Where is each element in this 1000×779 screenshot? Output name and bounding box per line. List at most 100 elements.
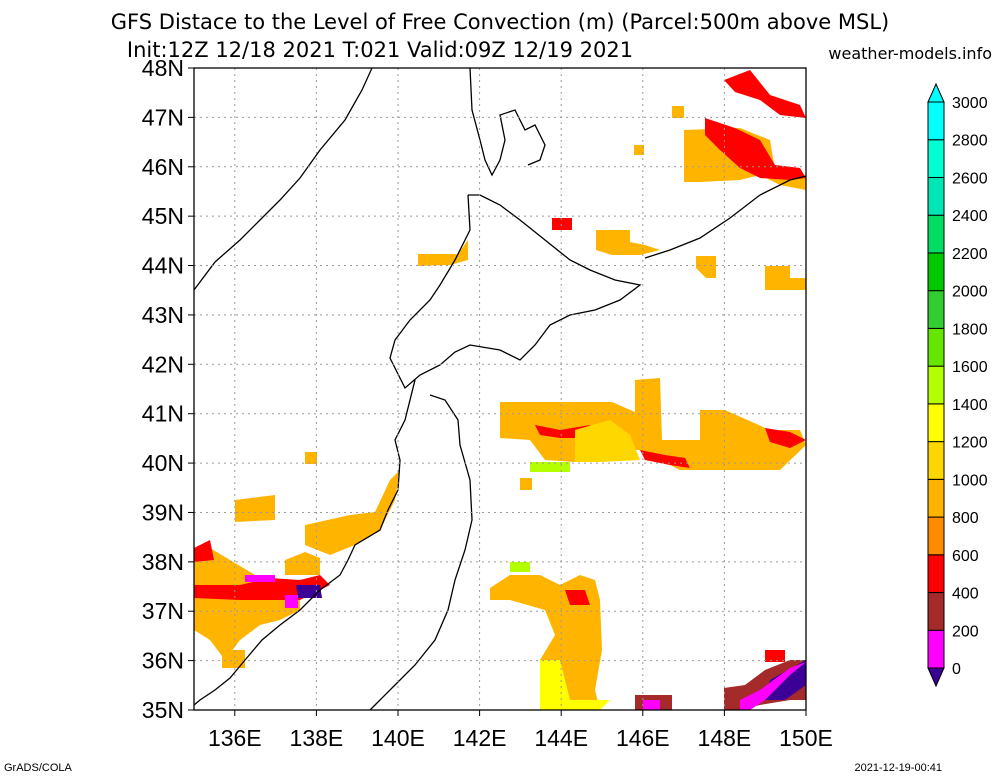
field-patch (705, 118, 806, 180)
coast-kuril (644, 175, 807, 259)
colorbar-swatch (927, 403, 945, 443)
field-patch (194, 548, 300, 660)
lon-label: 146E (616, 725, 670, 751)
lat-label: 36N (142, 648, 184, 674)
latitude-labels: 35N 36N 37N 38N 39N 40N 41N 42N 43N 44N 45N 46N 47N 4… (142, 55, 184, 723)
map-grid (188, 67, 807, 716)
lat-label: 35N (142, 697, 184, 723)
field-patch (596, 230, 660, 255)
colorbar-label: 1000 (952, 472, 988, 489)
lat-label: 47N (142, 104, 184, 130)
colorbar-label: 2000 (952, 284, 988, 301)
colorbar-swatch (927, 290, 945, 329)
field-patch (765, 428, 806, 448)
field-patch (222, 650, 245, 668)
field-shading (194, 70, 806, 710)
lon-label: 144E (534, 725, 588, 751)
colorbar-label: 800 (952, 510, 979, 527)
lat-label: 45N (142, 203, 184, 229)
field-patch (510, 562, 530, 572)
colorbar-swatch (927, 516, 945, 556)
colorbar-swatch (927, 252, 945, 292)
field-patch (540, 660, 610, 710)
coast-sakhalin (469, 67, 546, 177)
colorbar-swatch (927, 554, 945, 594)
field-patch (634, 145, 644, 155)
field-patch (724, 70, 806, 118)
colorbar-swatch (927, 478, 945, 518)
colorbar-label: 1200 (952, 435, 988, 452)
field-patch (285, 552, 320, 575)
field-patch (418, 240, 468, 266)
field-patch (530, 462, 570, 472)
field-patch (305, 470, 400, 555)
colorbar-swatch (927, 365, 945, 405)
colorbar-label: 0 (952, 661, 961, 678)
colorbar-swatch (927, 101, 945, 141)
colorbar-swatch (927, 214, 945, 254)
colorbar-bottom-arrow (927, 667, 945, 688)
lat-label: 38N (142, 549, 184, 575)
lat-label: 37N (142, 598, 184, 624)
colorbar-swatch (927, 592, 945, 631)
lon-label: 136E (208, 725, 262, 751)
colorbar-label: 2200 (952, 246, 988, 263)
lat-label: 41N (142, 401, 184, 427)
field-patch (245, 575, 275, 582)
colorbar-label: 1800 (952, 321, 988, 338)
colorbar: 0 200 400 600 800 1000 1200 1400 1600 1800 2000 220… (927, 82, 988, 688)
colorbar-label: 1400 (952, 397, 988, 414)
field-patch (235, 495, 275, 522)
chart-title-line2: Init:12Z 12/18 2021 T:021 Valid:09Z 12/1… (126, 38, 634, 62)
colorbar-label: 200 (952, 623, 979, 640)
colorbar-swatch (927, 139, 945, 178)
coast-honshu-east (369, 394, 473, 711)
field-patch (672, 106, 684, 118)
lat-label: 46N (142, 154, 184, 180)
lat-label: 42N (142, 351, 184, 377)
chart-title: GFS Distace to the Level of Free Convect… (110, 10, 890, 34)
field-patch (305, 452, 317, 464)
field-patch (194, 575, 330, 600)
lon-label: 138E (290, 725, 344, 751)
longitude-labels: 136E 138E 140E 142E 144E 146E 148E 150E (208, 725, 833, 751)
field-patch (565, 590, 590, 605)
field-patch (552, 218, 572, 230)
colorbar-label: 2400 (952, 208, 988, 225)
footer-credit: GrADS/COLA (4, 762, 72, 774)
colorbar-label: 2600 (952, 170, 988, 187)
field-patch (740, 662, 806, 710)
field-patch (696, 256, 716, 278)
field-patch (285, 595, 298, 608)
colorbar-label: 400 (952, 586, 979, 603)
colorbar-swatch (927, 327, 945, 367)
field-patch (643, 700, 660, 710)
colorbar-label: 2800 (952, 133, 988, 150)
colorbar-label: 600 (952, 548, 979, 565)
lat-label: 48N (142, 55, 184, 81)
colorbar-label: 1600 (952, 359, 988, 376)
site-label: weather-models.info (828, 44, 992, 63)
lat-label: 40N (142, 450, 184, 476)
field-patch (765, 266, 806, 290)
coast-mainland-asia (193, 67, 373, 291)
lon-label: 150E (779, 725, 833, 751)
field-patch (765, 650, 785, 662)
lat-label: 39N (142, 499, 184, 525)
lat-label: 43N (142, 302, 184, 328)
field-patch (520, 478, 532, 490)
colorbar-swatch (927, 176, 945, 216)
footer-timestamp: 2021-12-19-00:41 (854, 762, 942, 774)
colorbar-swatch (927, 441, 945, 480)
coast-hokkaido (389, 194, 642, 390)
lat-label: 44N (142, 253, 184, 279)
colorbar-top-arrow (927, 82, 945, 103)
map-frame (193, 67, 807, 711)
field-patch (490, 575, 602, 710)
field-patch (575, 420, 640, 462)
lon-label: 148E (698, 725, 752, 751)
coast-honshu (193, 379, 416, 706)
colorbar-swatch (927, 629, 945, 669)
lon-label: 140E (371, 725, 425, 751)
